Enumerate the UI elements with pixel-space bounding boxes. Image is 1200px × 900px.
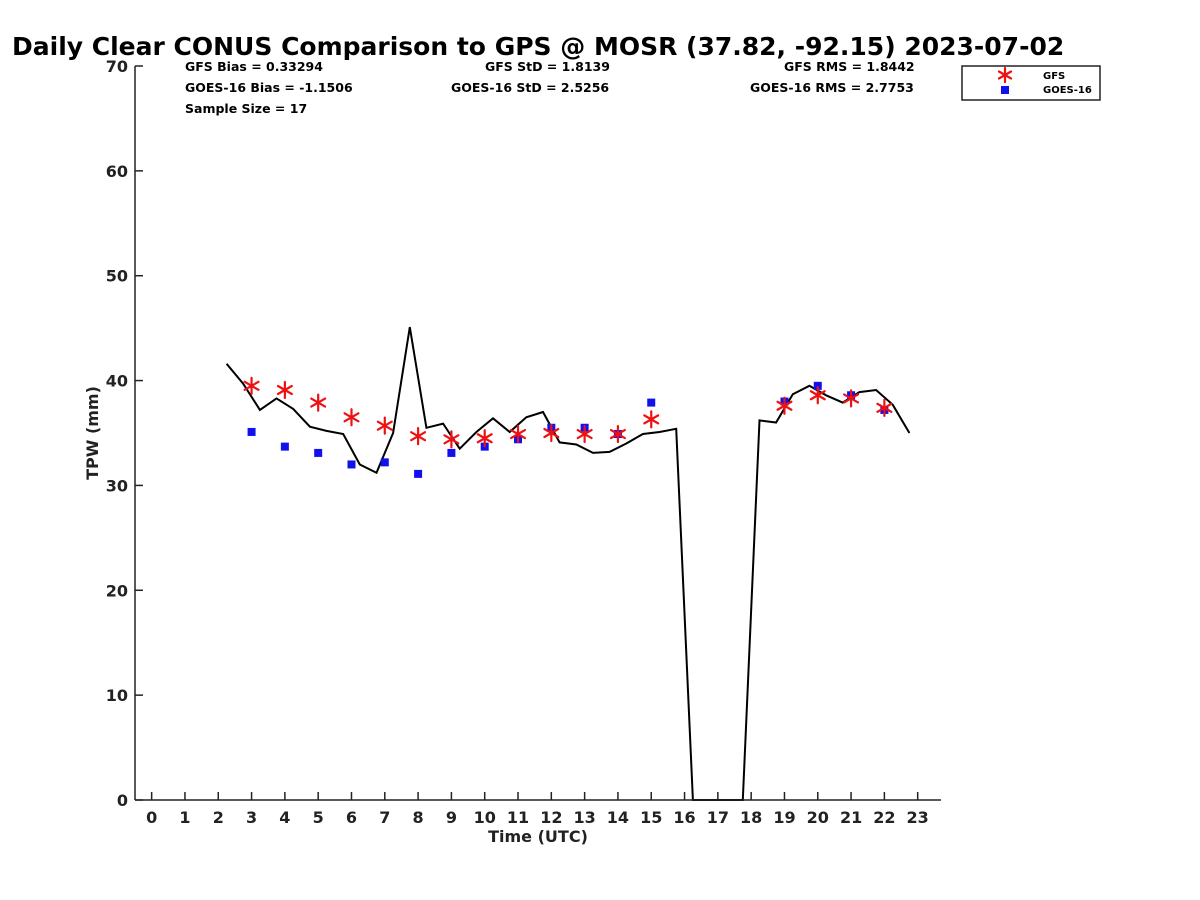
legend-goes-marker <box>1001 86 1009 94</box>
x-tick-label: 15 <box>640 808 662 827</box>
x-tick-label: 4 <box>279 808 290 827</box>
x-tick-label: 8 <box>413 808 424 827</box>
x-tick-label: 7 <box>379 808 390 827</box>
x-tick-label: 2 <box>213 808 224 827</box>
y-ticks: 0 10 20 30 40 50 60 70 <box>106 57 143 810</box>
x-tick-label: 5 <box>313 808 324 827</box>
legend-gfs-label: GFS <box>1043 71 1065 82</box>
x-tick-label: 1 <box>179 808 190 827</box>
y-tick-label: 50 <box>106 267 128 286</box>
gfs-point <box>476 429 493 448</box>
gfs-point <box>310 393 327 412</box>
chart-title: Daily Clear CONUS Comparison to GPS @ MO… <box>12 32 1064 61</box>
goes-point <box>813 381 822 390</box>
goes-point <box>347 460 356 469</box>
x-tick-label: 22 <box>873 808 895 827</box>
x-tick-label: 14 <box>607 808 629 827</box>
sample-size-text: Sample Size = 17 <box>185 101 307 116</box>
gfs-point <box>843 389 860 408</box>
gfs-point <box>343 408 360 427</box>
goes-point <box>314 448 323 457</box>
x-tick-label: 12 <box>540 808 562 827</box>
y-tick-label: 60 <box>106 162 128 181</box>
legend-box <box>961 65 1101 101</box>
legend: GFS GOES-16 <box>961 65 1101 101</box>
y-tick-label: 70 <box>106 57 128 76</box>
goes-point <box>380 458 389 467</box>
gfs-point <box>243 376 260 395</box>
gfs-point <box>543 423 560 443</box>
goes-point <box>414 469 423 478</box>
goes-rms-text: GOES-16 RMS = 2.7753 <box>750 80 914 95</box>
y-tick-label: 10 <box>106 686 128 705</box>
x-ticks: 0 1 2 3 4 5 6 7 8 9 10 11 12 13 14 15 16 17 18 19 20 21 22 23 <box>146 792 929 827</box>
y-tick-label: 0 <box>117 791 128 810</box>
x-tick-label: 10 <box>474 808 496 827</box>
x-tick-label: 18 <box>740 808 762 827</box>
gfs-point <box>576 424 593 444</box>
x-tick-label: 9 <box>446 808 457 827</box>
gps-line <box>225 326 911 801</box>
y-tick-label: 40 <box>106 372 128 391</box>
x-tick-label: 13 <box>573 808 595 827</box>
x-tick-label: 20 <box>807 808 829 827</box>
gfs-point <box>643 410 660 429</box>
x-axis-label: Time (UTC) <box>488 827 588 846</box>
goes-point <box>280 442 289 451</box>
goes-point <box>247 427 256 436</box>
x-tick-label: 19 <box>773 808 795 827</box>
gfs-bias-text: GFS Bias = 0.33294 <box>185 59 323 74</box>
gfs-point <box>276 380 293 400</box>
y-tick-label: 30 <box>106 476 128 495</box>
x-tick-label: 17 <box>707 808 729 827</box>
gfs-point <box>376 416 393 435</box>
gfs-point <box>443 430 460 449</box>
goes-bias-text: GOES-16 Bias = -1.1506 <box>185 80 353 95</box>
y-axis-label: TPW (mm) <box>83 386 102 480</box>
y-tick-label: 20 <box>106 581 128 600</box>
legend-gfs-marker <box>997 66 1013 84</box>
gfs-point <box>509 424 527 444</box>
goes-point <box>447 448 456 457</box>
gfs-std-text: GFS StD = 1.8139 <box>485 59 610 74</box>
gfs-point <box>776 396 793 415</box>
x-tick-label: 3 <box>246 808 257 827</box>
legend-gfs-asterisk <box>997 66 1013 84</box>
x-tick-label: 0 <box>146 808 157 827</box>
x-tick-label: 6 <box>346 808 357 827</box>
plot-area <box>225 326 911 801</box>
x-tick-label: 16 <box>673 808 695 827</box>
x-tick-label: 23 <box>907 808 929 827</box>
gfs-rms-text: GFS RMS = 1.8442 <box>784 59 915 74</box>
goes-std-text: GOES-16 StD = 2.5256 <box>451 80 609 95</box>
gfs-point <box>609 424 626 444</box>
stats-box: GFS Bias = 0.33294 GOES-16 Bias = -1.150… <box>185 59 915 116</box>
x-tick-label: 11 <box>507 808 529 827</box>
gfs-point <box>809 386 826 405</box>
x-tick-label: 21 <box>840 808 862 827</box>
legend-goes-label: GOES-16 <box>1043 85 1092 96</box>
gfs-point <box>410 427 427 446</box>
gfs-point <box>876 398 893 417</box>
goes-point <box>647 398 656 407</box>
